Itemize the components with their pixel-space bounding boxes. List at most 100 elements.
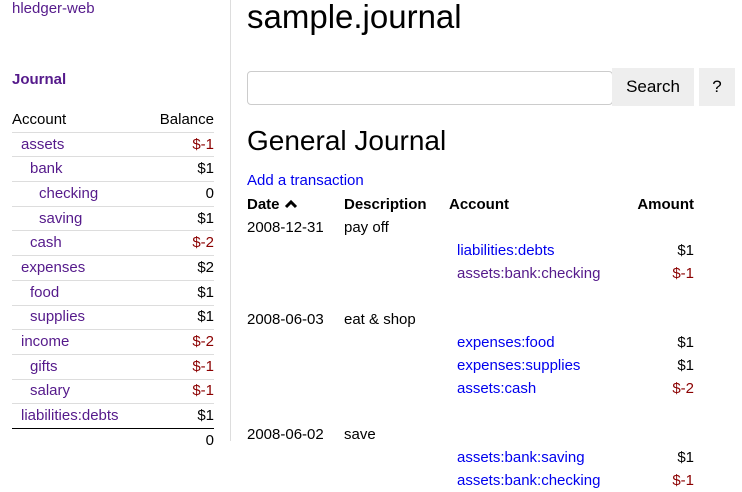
account-balance: $-2 [145, 329, 214, 355]
transaction-date: 2008-06-03 [247, 311, 324, 328]
account-balance: 0 [145, 181, 214, 207]
transaction-description: save [344, 426, 376, 443]
help-button[interactable]: ? [699, 68, 735, 106]
description-header: Description [344, 196, 427, 213]
total-balance: 0 [145, 427, 214, 453]
total-row: 0 [12, 427, 214, 453]
account-balance: $1 [145, 279, 214, 305]
transaction-row: 2008-12-31 pay off [247, 216, 694, 239]
journal-heading: General Journal [247, 125, 447, 156]
account-cell: liabilities:debts [12, 403, 146, 429]
accounts-table: Account Balance assets $-1 bank $1 checking 0… [12, 108, 214, 453]
search-button[interactable]: Search [612, 68, 694, 106]
posting-account-link[interactable]: assets:bank:checking [457, 265, 601, 282]
posting-amount: $1 [677, 334, 694, 351]
empty [344, 446, 449, 469]
add-transaction-link[interactable]: Add a transaction [247, 172, 364, 189]
posting-row: expenses:food $1 [247, 331, 694, 354]
account-header: Account [12, 110, 67, 128]
spacer-row [247, 400, 694, 423]
chevron-up-icon [284, 199, 297, 209]
account-row: liabilities:debts $1 [12, 403, 214, 429]
posting-account-link[interactable]: expenses:food [457, 334, 555, 351]
posting-account-cell: assets:bank:checking [449, 262, 627, 285]
brand-link[interactable]: hledger-web [12, 0, 95, 17]
empty [344, 239, 449, 262]
account-balance: $-1 [145, 131, 214, 157]
account-row: salary $-1 [12, 378, 214, 404]
account-cell: food [12, 279, 146, 305]
amount-header: Amount [637, 196, 694, 213]
account-balance: $1 [145, 205, 214, 231]
account-balance: $-1 [145, 353, 214, 380]
account-row: expenses $2 [12, 255, 214, 281]
posting-account-cell: liabilities:debts [449, 239, 627, 262]
account-row: gifts $-1 [12, 353, 214, 380]
empty [247, 354, 344, 377]
account-link[interactable]: checking [39, 184, 99, 202]
posting-account-cell: expenses:food [449, 331, 627, 354]
account-link[interactable]: salary [30, 382, 71, 400]
account-link[interactable]: bank [30, 160, 63, 178]
account-row: bank $1 [12, 156, 214, 182]
total-label [12, 427, 146, 453]
account-balance: $2 [145, 255, 214, 281]
empty [449, 216, 627, 239]
posting-row: expenses:supplies $1 [247, 354, 694, 377]
spacer-row [247, 285, 694, 308]
transaction-date: 2008-12-31 [247, 219, 324, 236]
journal-table: Date Description Account Amount 2008-12-… [247, 193, 694, 492]
account-cell: assets [12, 131, 146, 157]
empty [247, 446, 344, 469]
empty [344, 262, 449, 285]
account-link[interactable]: expenses [21, 258, 86, 276]
account-link[interactable]: assets [21, 135, 65, 153]
date-header[interactable]: Date [247, 193, 344, 216]
spacer [247, 400, 694, 423]
account-cell: bank [12, 156, 146, 182]
account-cell: checking [12, 181, 146, 207]
empty [627, 216, 694, 239]
account-link[interactable]: gifts [30, 357, 58, 375]
spacer [247, 285, 694, 308]
posting-row: assets:cash $-2 [247, 377, 694, 400]
empty [449, 308, 627, 331]
posting-account-link[interactable]: expenses:supplies [457, 357, 581, 374]
page-title: sample.journal [247, 0, 462, 35]
account-cell: income [12, 329, 146, 355]
account-link[interactable]: liabilities:debts [21, 407, 119, 425]
posting-row: assets:bank:saving $1 [247, 446, 694, 469]
journal-link[interactable]: Journal [12, 71, 67, 88]
accounts-header: Account Balance [12, 108, 214, 132]
posting-account-link[interactable]: assets:bank:saving [457, 449, 585, 466]
account-link[interactable]: cash [30, 234, 62, 252]
empty [627, 308, 694, 331]
posting-amount: $-1 [672, 265, 694, 282]
posting-row: liabilities:debts $1 [247, 239, 694, 262]
empty [449, 423, 627, 446]
transaction-row: 2008-06-03 eat & shop [247, 308, 694, 331]
account-link[interactable]: saving [39, 209, 83, 227]
date-header-label: Date [247, 196, 280, 213]
account-cell: expenses [12, 255, 146, 281]
posting-amount: $1 [677, 242, 694, 259]
transaction-date: 2008-06-02 [247, 426, 324, 443]
posting-account-link[interactable]: assets:cash [457, 380, 537, 397]
account-header: Account [449, 196, 509, 213]
posting-account-link[interactable]: liabilities:debts [457, 242, 555, 259]
empty [627, 423, 694, 446]
empty [247, 331, 344, 354]
posting-row: assets:bank:checking $-1 [247, 262, 694, 285]
account-link[interactable]: food [30, 283, 60, 301]
posting-amount: $-2 [672, 380, 694, 397]
posting-amount: $1 [677, 449, 694, 466]
empty [344, 377, 449, 400]
account-link[interactable]: supplies [30, 308, 86, 326]
empty [344, 331, 449, 354]
account-row: saving $1 [12, 205, 214, 231]
search-input[interactable] [247, 71, 613, 105]
transaction-description: eat & shop [344, 311, 416, 328]
empty [247, 377, 344, 400]
account-cell: gifts [12, 353, 146, 380]
account-link[interactable]: income [21, 333, 70, 351]
